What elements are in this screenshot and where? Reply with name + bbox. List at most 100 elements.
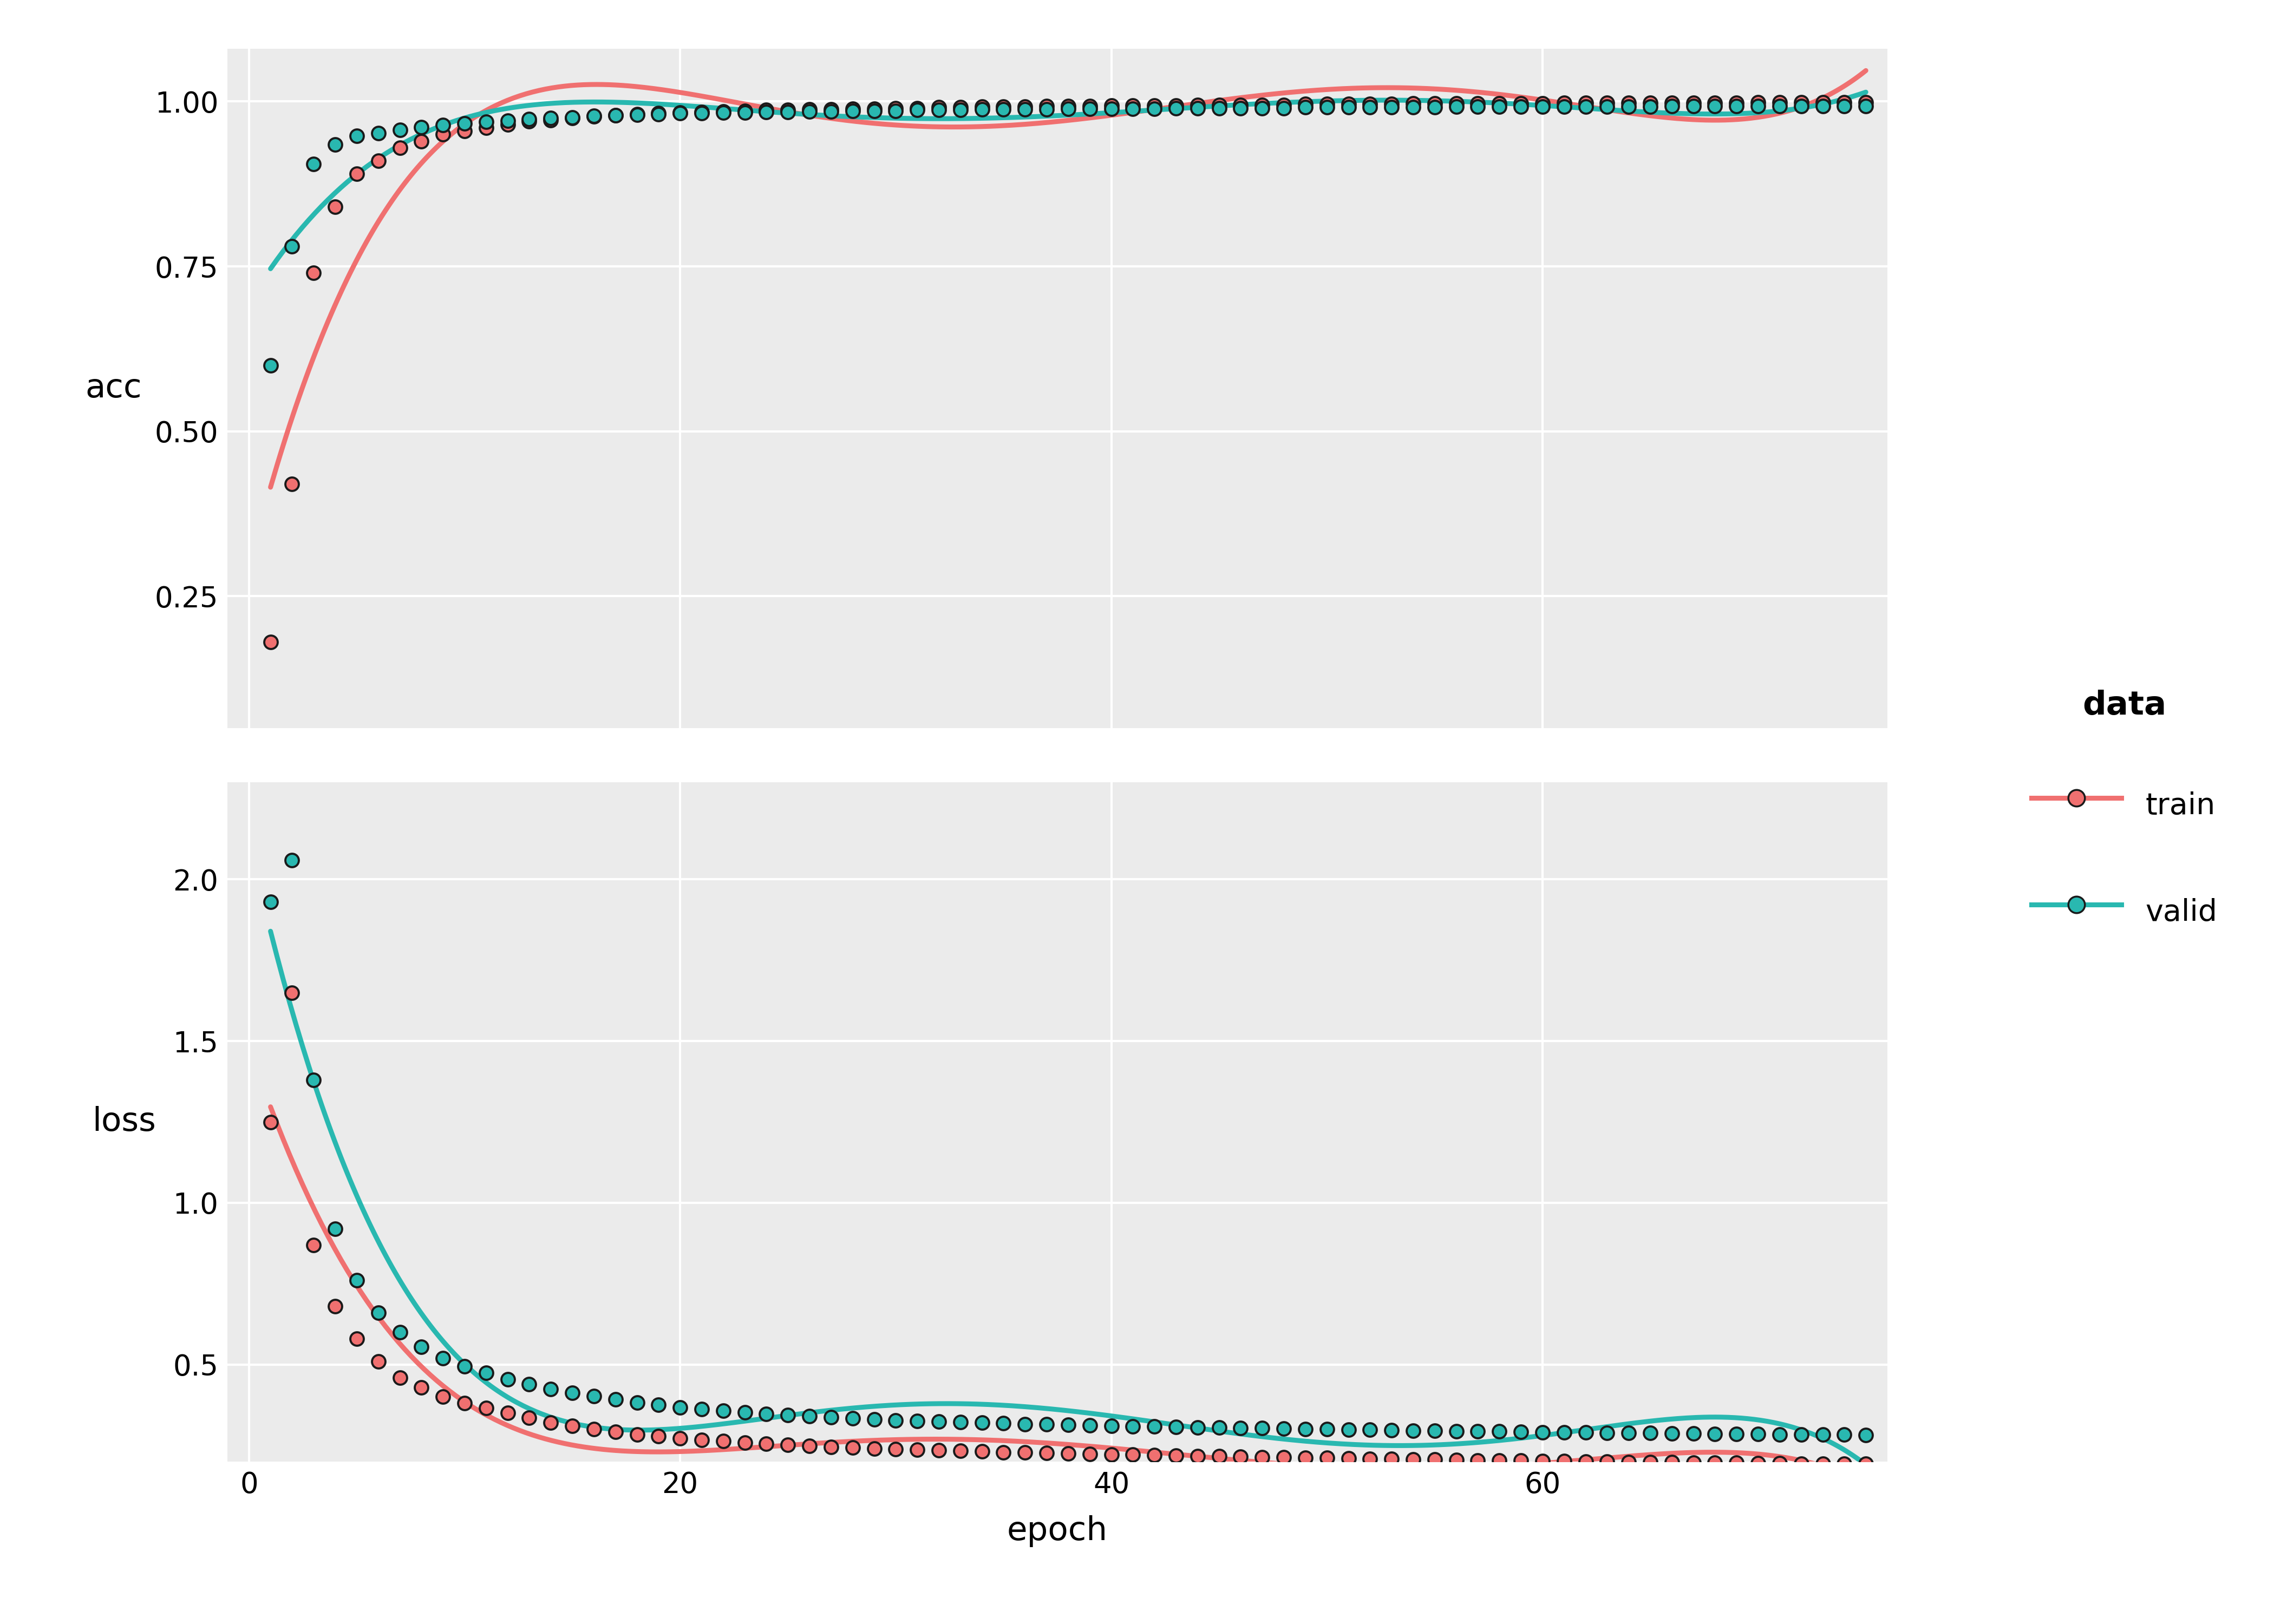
Point [641, 101, 678, 127]
Point [855, 96, 891, 122]
Point [619, 102, 655, 128]
Point [575, 1384, 612, 1410]
Point [1460, 1447, 1496, 1473]
Point [1094, 93, 1130, 119]
Point [1460, 1418, 1496, 1444]
Point [359, 1348, 396, 1374]
Point [1114, 93, 1151, 119]
Point [898, 1437, 935, 1463]
Point [1503, 94, 1539, 120]
Point [1287, 91, 1323, 117]
Point [1007, 1411, 1044, 1437]
Point [1373, 91, 1410, 117]
Point [555, 106, 591, 132]
Point [252, 352, 289, 378]
Point [1007, 94, 1044, 120]
Point [705, 1398, 741, 1424]
Point [425, 122, 462, 148]
Point [1740, 1450, 1776, 1476]
Point [964, 94, 1001, 120]
Point [296, 1233, 332, 1259]
Point [1503, 91, 1539, 117]
Point [1223, 1444, 1260, 1470]
Point [1373, 1445, 1410, 1471]
Point [1546, 94, 1583, 120]
Point [1740, 93, 1776, 119]
Point [1094, 96, 1130, 122]
Point [985, 1410, 1021, 1436]
Point [1351, 91, 1387, 117]
Point [964, 96, 1001, 122]
Point [855, 1436, 891, 1462]
Point [425, 112, 462, 138]
Point [446, 110, 482, 136]
Point [359, 120, 396, 146]
Point [1849, 89, 1885, 115]
Point [1503, 1419, 1539, 1445]
Point [598, 1387, 634, 1413]
Point [1806, 1450, 1842, 1476]
Point [1351, 94, 1387, 120]
Point [1330, 1416, 1367, 1442]
Point [1051, 1440, 1087, 1466]
Point [1849, 1423, 1885, 1449]
Point [1137, 1442, 1173, 1468]
Point [878, 97, 914, 123]
Point [769, 97, 805, 123]
Point [769, 1432, 805, 1458]
Point [1676, 1450, 1712, 1476]
Point [1157, 93, 1194, 119]
Point [662, 101, 698, 127]
Point [468, 115, 505, 141]
Point [791, 96, 828, 122]
Point [1653, 89, 1690, 115]
Point [855, 97, 891, 123]
Point [425, 1345, 462, 1371]
Point [339, 161, 375, 187]
Point [1028, 1440, 1064, 1466]
Point [1417, 91, 1453, 117]
Point [1826, 89, 1862, 115]
Point [1633, 1449, 1669, 1475]
Point [339, 123, 375, 149]
Point [1806, 89, 1842, 115]
Point [512, 1405, 548, 1431]
Point [1762, 89, 1799, 115]
Point [1437, 94, 1474, 120]
Point [402, 1333, 439, 1359]
X-axis label: epoch: epoch [1007, 1515, 1107, 1548]
Point [1524, 1449, 1560, 1475]
Point [748, 99, 785, 125]
Point [1071, 96, 1107, 122]
Point [555, 104, 591, 130]
Point [1503, 1447, 1539, 1473]
Point [1114, 1442, 1151, 1468]
Point [446, 1390, 482, 1416]
Point [1244, 1415, 1280, 1440]
Point [1719, 1421, 1756, 1447]
Point [512, 109, 548, 135]
Point [402, 1374, 439, 1400]
Point [921, 1437, 957, 1463]
Point [812, 1434, 848, 1460]
Point [1480, 91, 1517, 117]
Point [575, 104, 612, 130]
Point [1653, 93, 1690, 119]
Point [273, 234, 309, 260]
Point [512, 1371, 548, 1397]
Point [769, 1402, 805, 1427]
Point [1633, 89, 1669, 115]
Point [1480, 94, 1517, 120]
Point [791, 1403, 828, 1429]
Point [1806, 93, 1842, 119]
Point [1028, 96, 1064, 122]
Point [1094, 1442, 1130, 1468]
Point [1567, 1449, 1603, 1475]
Point [1244, 96, 1280, 122]
Point [1653, 1421, 1690, 1447]
Point [878, 96, 914, 122]
Point [1351, 1445, 1387, 1471]
Point [641, 1392, 678, 1418]
Point [728, 97, 764, 123]
Point [1417, 94, 1453, 120]
